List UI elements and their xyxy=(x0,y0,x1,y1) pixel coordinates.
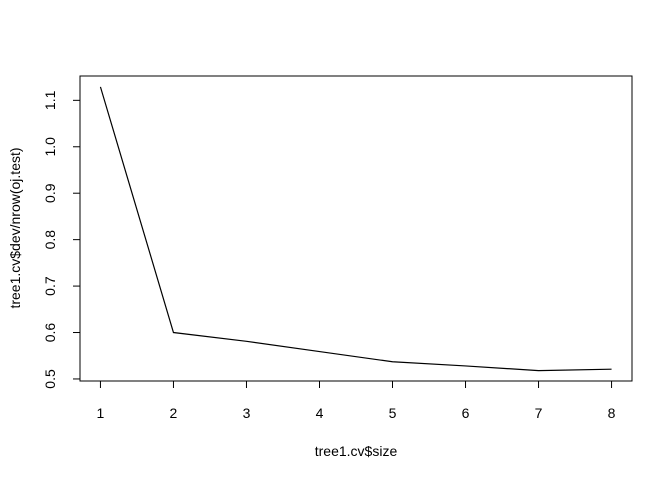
y-axis-label: tree1.cv$dev/nrow(oj.test) xyxy=(7,147,23,308)
y-tick-label: 1.0 xyxy=(42,137,58,157)
x-tick-label: 4 xyxy=(316,405,324,421)
x-tick-label: 5 xyxy=(389,405,397,421)
x-tick-label: 6 xyxy=(462,405,470,421)
y-tick-label: 0.9 xyxy=(42,183,58,203)
y-axis: 0.5 0.6 0.7 0.8 0.9 1.0 1.1 xyxy=(42,90,81,389)
y-tick-label: 0.8 xyxy=(42,230,58,250)
x-tick-label: 1 xyxy=(97,405,105,421)
x-tick-label: 2 xyxy=(170,405,178,421)
plot-frame xyxy=(79,75,633,382)
x-axis-label: tree1.cv$size xyxy=(315,443,398,459)
y-tick-label: 0.6 xyxy=(42,323,58,343)
x-tick-label: 8 xyxy=(608,405,616,421)
x-tick-label: 3 xyxy=(243,405,251,421)
y-tick-label: 0.7 xyxy=(42,276,58,296)
y-tick-label: 1.1 xyxy=(42,90,58,110)
series-line xyxy=(99,86,612,372)
x-axis: 1 2 3 4 5 6 7 8 xyxy=(97,380,616,421)
x-tick-label: 7 xyxy=(535,405,543,421)
y-tick-label: 0.5 xyxy=(42,369,58,389)
